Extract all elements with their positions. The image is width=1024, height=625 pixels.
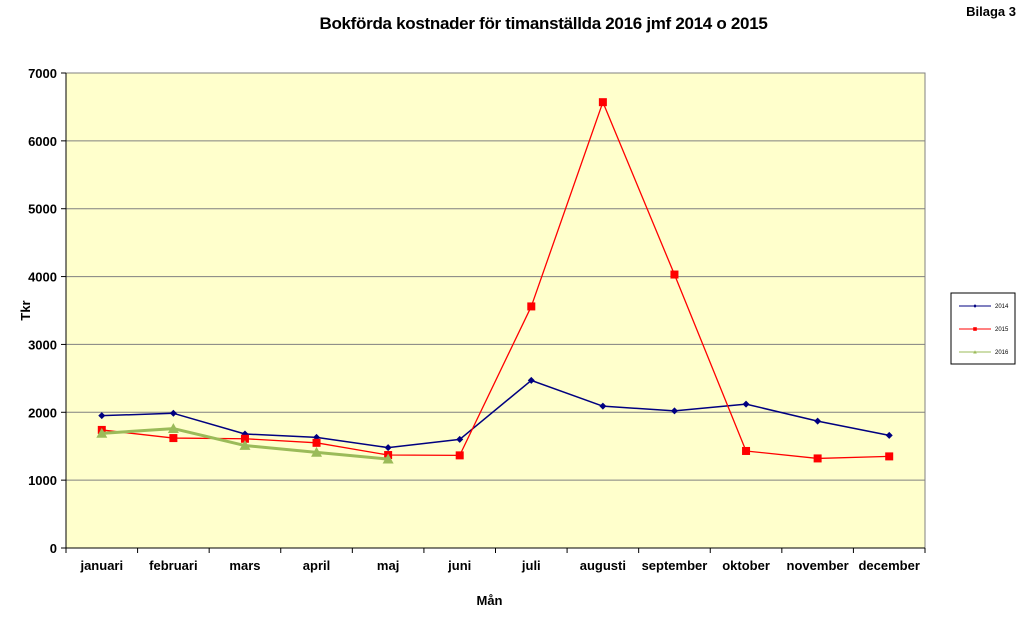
data-point — [527, 376, 535, 384]
data-point — [96, 427, 108, 438]
data-point — [382, 453, 394, 464]
data-point — [527, 302, 536, 311]
data-point — [885, 452, 894, 461]
x-axis-ticks: januari februari mars april maj juni juli augus… — [65, 548, 926, 573]
data-point — [169, 409, 177, 417]
x-tick-label: oktober — [722, 558, 770, 573]
x-tick-label: juli — [521, 558, 541, 573]
data-point — [98, 412, 106, 420]
data-point — [670, 407, 678, 415]
legend-item: 2014 — [959, 304, 1009, 310]
x-tick-label: mars — [229, 558, 260, 573]
data-point — [167, 423, 179, 433]
data-point — [240, 434, 249, 443]
data-point — [312, 438, 321, 447]
data-point — [239, 440, 251, 450]
data-point — [456, 435, 464, 443]
series-line — [101, 101, 890, 460]
x-tick-label: april — [303, 558, 330, 573]
data-point — [813, 454, 822, 463]
data-point — [384, 444, 392, 452]
legend-marker — [973, 304, 977, 308]
data-point — [169, 434, 178, 443]
x-axis-title: Mån — [477, 593, 503, 608]
x-tick-label: maj — [377, 558, 399, 573]
legend-label: 2016 — [995, 350, 1009, 356]
y-tick-label: 3000 — [28, 337, 57, 352]
data-point — [455, 451, 464, 460]
x-tick-label: september — [642, 558, 708, 573]
legend: 2014 2015 2016 — [950, 292, 1016, 365]
legend-label: 2014 — [995, 304, 1009, 310]
x-tick-label: november — [787, 558, 849, 573]
y-tick-label: 6000 — [28, 134, 57, 149]
attachment-label: Bilaga 3 — [966, 4, 1016, 19]
y-tick-label: 5000 — [28, 202, 57, 217]
x-tick-label: december — [858, 558, 919, 573]
legend-item: 2015 — [959, 327, 1009, 333]
data-point — [885, 431, 893, 439]
y-tick-label: 0 — [50, 541, 57, 556]
x-tick-label: januari — [79, 558, 123, 573]
data-point — [599, 402, 607, 410]
legend-label: 2015 — [995, 327, 1009, 333]
data-point — [742, 400, 750, 408]
data-point — [598, 98, 607, 107]
chart-title: Bokförda kostnader för timanställda 2016… — [319, 14, 768, 33]
x-tick-label: februari — [149, 558, 197, 573]
series-group — [96, 98, 894, 464]
legend-item: 2016 — [959, 350, 1009, 356]
legend-marker — [973, 350, 977, 354]
x-tick-label: juni — [447, 558, 471, 573]
data-point — [814, 417, 822, 425]
y-tick-label: 4000 — [28, 270, 57, 285]
x-tick-label: augusti — [580, 558, 626, 573]
series-line — [101, 379, 890, 449]
y-tick-label: 7000 — [28, 66, 57, 81]
y-axis-title: Tkr — [18, 300, 33, 320]
y-axis-ticks: 0 1000 2000 3000 4000 5000 6000 7000 — [28, 66, 66, 556]
y-tick-label: 2000 — [28, 405, 57, 420]
data-point — [742, 446, 751, 455]
series-2016 — [96, 423, 394, 464]
data-point — [311, 446, 323, 457]
y-tick-label: 1000 — [28, 473, 57, 488]
legend-marker — [973, 327, 977, 331]
plot-area — [65, 72, 926, 549]
data-point — [670, 270, 679, 279]
